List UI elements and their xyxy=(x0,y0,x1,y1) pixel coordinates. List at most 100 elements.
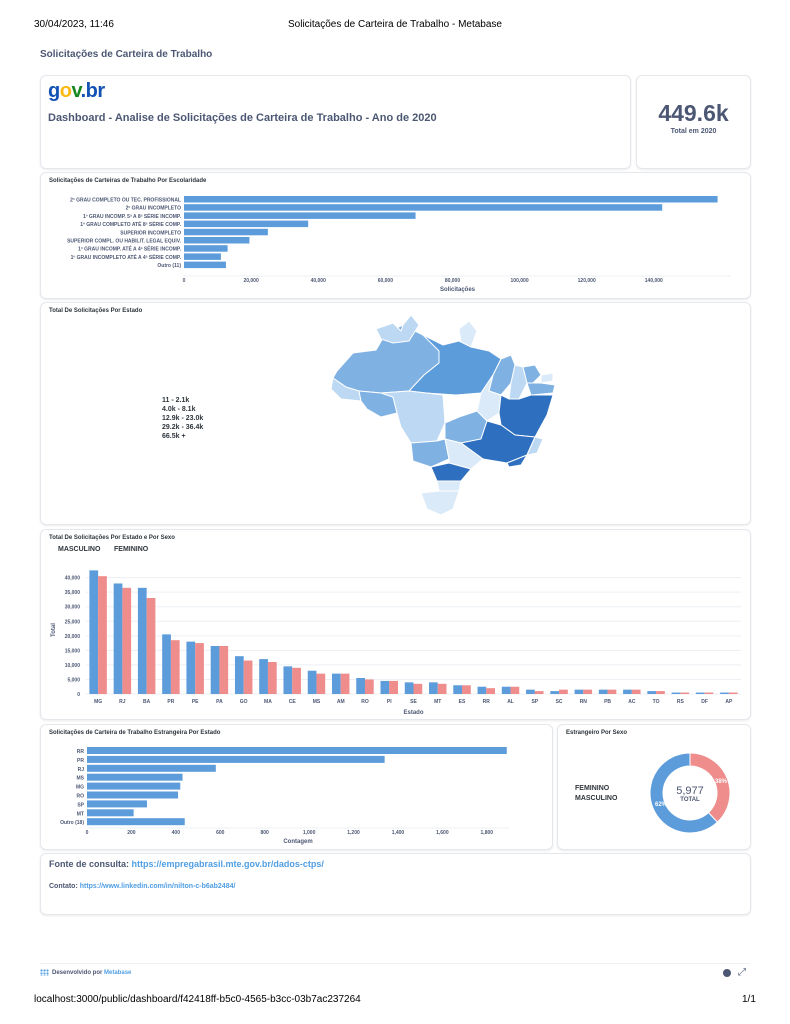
bar-feminino[interactable] xyxy=(486,688,496,694)
map-legend: 11 - 2.1k 4.0k - 8.1k 12.9k - 23.0k 29.2… xyxy=(162,396,203,441)
bar-masculino[interactable] xyxy=(380,680,390,694)
x-tick-label: RS xyxy=(677,699,685,705)
bar-masculino[interactable] xyxy=(307,670,317,694)
state-ba xyxy=(498,394,554,438)
bar-feminino[interactable] xyxy=(680,692,690,694)
bar[interactable] xyxy=(184,261,226,269)
bar[interactable] xyxy=(87,782,181,790)
bar-feminino[interactable] xyxy=(534,691,544,694)
bar-masculino[interactable] xyxy=(501,686,511,694)
bar-masculino[interactable] xyxy=(550,691,560,694)
bar-feminino[interactable] xyxy=(462,685,471,694)
bar-feminino[interactable] xyxy=(195,643,204,694)
y-tick-label: 0 xyxy=(77,692,80,698)
bar[interactable] xyxy=(184,228,268,236)
donut-legend-masculino[interactable]: MASCULINO xyxy=(575,795,618,802)
bar-label: MS xyxy=(77,776,85,782)
bar[interactable] xyxy=(87,818,185,826)
bar[interactable] xyxy=(184,245,228,252)
bar-masculino[interactable] xyxy=(210,646,220,694)
bar-masculino[interactable] xyxy=(647,691,657,694)
bar-feminino[interactable] xyxy=(219,646,229,694)
bar-masculino[interactable] xyxy=(162,634,171,694)
bar[interactable] xyxy=(87,764,216,772)
bar-masculino[interactable] xyxy=(429,682,438,694)
bar-masculino[interactable] xyxy=(356,678,365,694)
bar-masculino[interactable] xyxy=(137,587,147,694)
bar-feminino[interactable] xyxy=(340,673,350,694)
bar[interactable] xyxy=(184,196,718,203)
bar-feminino[interactable] xyxy=(510,686,520,694)
bar-label: 2º GRAU INCOMPLETO xyxy=(126,206,181,212)
bar-masculino[interactable] xyxy=(283,666,293,694)
kpi-card[interactable]: 449.6k Total em 2020 xyxy=(636,75,751,169)
bar-feminino[interactable] xyxy=(631,689,641,694)
bar-masculino[interactable] xyxy=(331,673,341,694)
bar-feminino[interactable] xyxy=(389,680,398,694)
bar-feminino[interactable] xyxy=(728,692,738,694)
bar-masculino[interactable] xyxy=(453,685,463,694)
bar-feminino[interactable] xyxy=(170,640,180,694)
bar-masculino[interactable] xyxy=(574,689,584,694)
bar-masculino[interactable] xyxy=(89,570,99,694)
bar-masculino[interactable] xyxy=(623,689,632,694)
bar-feminino[interactable] xyxy=(583,689,593,694)
fullscreen-icon[interactable]: ⤢ xyxy=(738,967,746,978)
donut-slice[interactable] xyxy=(649,752,719,834)
bar-masculino[interactable] xyxy=(695,692,705,694)
theme-toggle-icon[interactable] xyxy=(723,969,731,977)
x-tick-label: AP xyxy=(725,699,733,705)
bar-masculino[interactable] xyxy=(477,686,487,694)
escolaridade-card: Solicitações de Carteiras de Trabalho Po… xyxy=(40,172,751,299)
donut-legend-feminino[interactable]: FEMININO xyxy=(575,785,610,792)
bar-masculino[interactable] xyxy=(720,692,729,694)
bar-masculino[interactable] xyxy=(186,641,196,694)
bar-feminino[interactable] xyxy=(292,667,301,694)
estrangeira-title[interactable]: Solicitações de Carteira de Trabalho Est… xyxy=(49,730,221,736)
x-tick-label: RJ xyxy=(119,699,126,705)
bar-masculino[interactable] xyxy=(404,682,414,694)
sexo-estado-title[interactable]: Total De Solicitações Por Estado e Por S… xyxy=(49,535,175,541)
bar-feminino[interactable] xyxy=(316,673,326,694)
mapa-title[interactable]: Total De Solicitações Por Estado xyxy=(49,308,143,314)
contato-link[interactable]: https://www.linkedin.com/in/nilton-c-b6a… xyxy=(79,883,236,890)
bar-feminino[interactable] xyxy=(98,576,107,694)
bar-label: 1º GRAU COMPLETO ATÉ 8ª SÉRIE COMP. xyxy=(80,220,181,228)
bar-feminino[interactable] xyxy=(559,689,568,694)
bar-feminino[interactable] xyxy=(364,679,374,694)
bar-masculino[interactable] xyxy=(234,656,244,694)
bar-feminino[interactable] xyxy=(607,689,617,694)
legend-masculino[interactable]: MASCULINO xyxy=(58,546,101,553)
metabase-link[interactable]: Metabase xyxy=(104,970,132,977)
bar-masculino[interactable] xyxy=(598,689,608,694)
bar[interactable] xyxy=(87,800,147,808)
bar-masculino[interactable] xyxy=(259,659,268,694)
legend-feminino[interactable]: FEMININO xyxy=(114,546,149,553)
bar[interactable] xyxy=(87,747,507,754)
bar-feminino[interactable] xyxy=(437,683,447,694)
bar[interactable] xyxy=(184,253,221,260)
bar[interactable] xyxy=(87,755,385,763)
estrangeiro-sexo-title[interactable]: Estrangeiro Por Sexo xyxy=(566,730,628,736)
bar-masculino[interactable] xyxy=(671,692,681,694)
bar-feminino[interactable] xyxy=(243,660,253,694)
bar[interactable] xyxy=(184,220,309,228)
bar-masculino[interactable] xyxy=(113,583,123,694)
bar-feminino[interactable] xyxy=(704,692,714,694)
bar-feminino[interactable] xyxy=(413,683,423,694)
bar[interactable] xyxy=(184,237,250,244)
escolaridade-title[interactable]: Solicitações de Carteiras de Trabalho Po… xyxy=(49,178,207,184)
bar-feminino[interactable] xyxy=(122,587,132,694)
bar[interactable] xyxy=(184,212,416,219)
bar[interactable] xyxy=(87,773,183,781)
bar[interactable] xyxy=(87,809,134,817)
brazil-map[interactable] xyxy=(41,303,750,524)
bar-feminino[interactable] xyxy=(656,691,665,694)
bar[interactable] xyxy=(87,791,179,799)
bar-feminino[interactable] xyxy=(146,598,156,694)
bar-masculino[interactable] xyxy=(526,689,535,694)
fonte-link[interactable]: https://empregabrasil.mte.gov.br/dados-c… xyxy=(131,859,324,869)
bar[interactable] xyxy=(184,204,663,211)
bar-feminino[interactable] xyxy=(267,662,277,694)
